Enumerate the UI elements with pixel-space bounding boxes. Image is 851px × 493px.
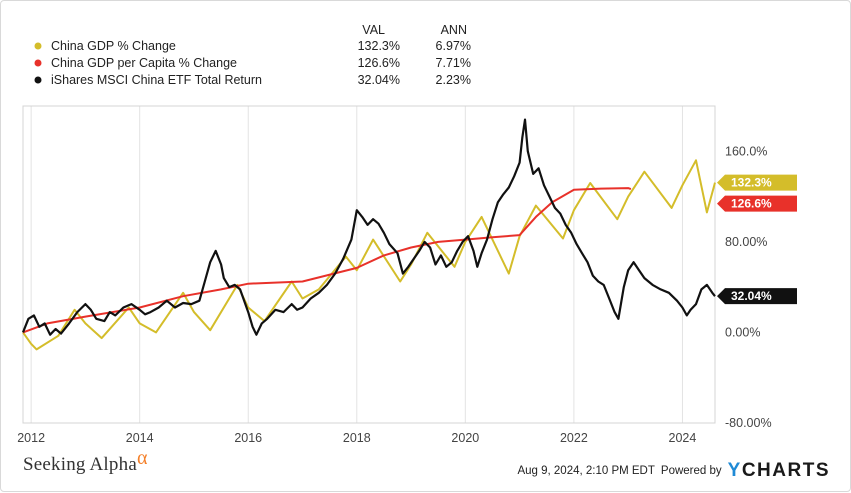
y-axis-ticks: 160.0% 80.00% 0.00% -80.00% [725, 144, 772, 430]
legend-col-val: VAL [362, 23, 385, 37]
x-tick-label-2016: 2016 [234, 431, 262, 445]
x-tick-label-2018: 2018 [343, 431, 371, 445]
x-tick-label-2012: 2012 [17, 431, 45, 445]
value-tag-gdp-text: 132.3% [731, 176, 772, 190]
value-tag-gdp-per-capita-shape [717, 195, 797, 212]
x-tick-label-2014: 2014 [126, 431, 154, 445]
legend-marker-gdp-per-capita [34, 59, 42, 67]
seeking-alpha-text: Seeking Alpha [23, 454, 137, 475]
series-layer [21, 118, 716, 351]
value-tag-etf-text: 32.04% [731, 289, 772, 303]
y-tick-label: 0.00% [725, 325, 760, 339]
value-tag-gdp-per-capita: 126.6% [717, 195, 797, 212]
value-tag-gdp-per-capita-text: 126.6% [731, 197, 772, 211]
legend-val-etf: 32.04% [358, 73, 400, 87]
value-tags: 132.3% 126.6% 32.04% [717, 174, 797, 305]
legend: VAL ANN China GDP % Change 132.3% 6.97% … [34, 23, 471, 87]
legend-label-gdp-per-capita: China GDP per Capita % Change [51, 56, 237, 70]
value-tag-etf: 32.04% [717, 288, 797, 305]
legend-marker-etf [34, 76, 42, 84]
legend-marker-gdp [34, 42, 42, 50]
x-axis-ticks: 2012 2014 2016 2018 2020 2022 2024 [17, 431, 696, 445]
legend-col-ann: ANN [441, 23, 467, 37]
seeking-alpha-logo: Seeking Alphaα [23, 447, 148, 476]
x-tick-label-2024: 2024 [669, 431, 697, 445]
x-tick-label-2020: 2020 [451, 431, 479, 445]
legend-label-gdp: China GDP % Change [51, 39, 176, 53]
alpha-symbol: α [136, 447, 148, 469]
grid-layer [30, 106, 683, 423]
ycharts-logo-y: Y [727, 460, 742, 481]
legend-val-gdp-per-capita: 126.6% [358, 56, 400, 70]
value-tag-gdp-shape [717, 174, 797, 191]
value-tag-gdp: 132.3% [717, 174, 797, 191]
plot-area-border [22, 105, 716, 424]
legend-val-gdp: 132.3% [358, 39, 400, 53]
legend-ann-gdp: 6.97% [436, 39, 471, 53]
y-tick-label: 160.0% [725, 144, 767, 158]
legend-label-etf: iShares MSCI China ETF Total Return [51, 73, 262, 87]
powered-by-label: Powered by [660, 465, 722, 477]
ycharts-logo[interactable]: YCHARTS [728, 460, 830, 482]
y-tick-label: 80.00% [725, 235, 767, 249]
legend-ann-etf: 2.23% [436, 73, 471, 87]
footer: Aug 9, 2024, 2:10 PM EDT Powered by YCHA… [517, 460, 830, 482]
line-ishares-msci-china [21, 118, 716, 336]
line-china-gdp-per-capita [22, 187, 632, 334]
x-tick-label-2022: 2022 [560, 431, 588, 445]
ycharts-logo-text: CHARTS [741, 460, 830, 481]
line-china-gdp [22, 159, 716, 351]
legend-ann-gdp-per-capita: 7.71% [436, 56, 471, 70]
y-tick-label: -80.00% [725, 416, 772, 430]
value-tag-etf-shape [717, 288, 797, 305]
timestamp: Aug 9, 2024, 2:10 PM EDT [517, 465, 655, 477]
